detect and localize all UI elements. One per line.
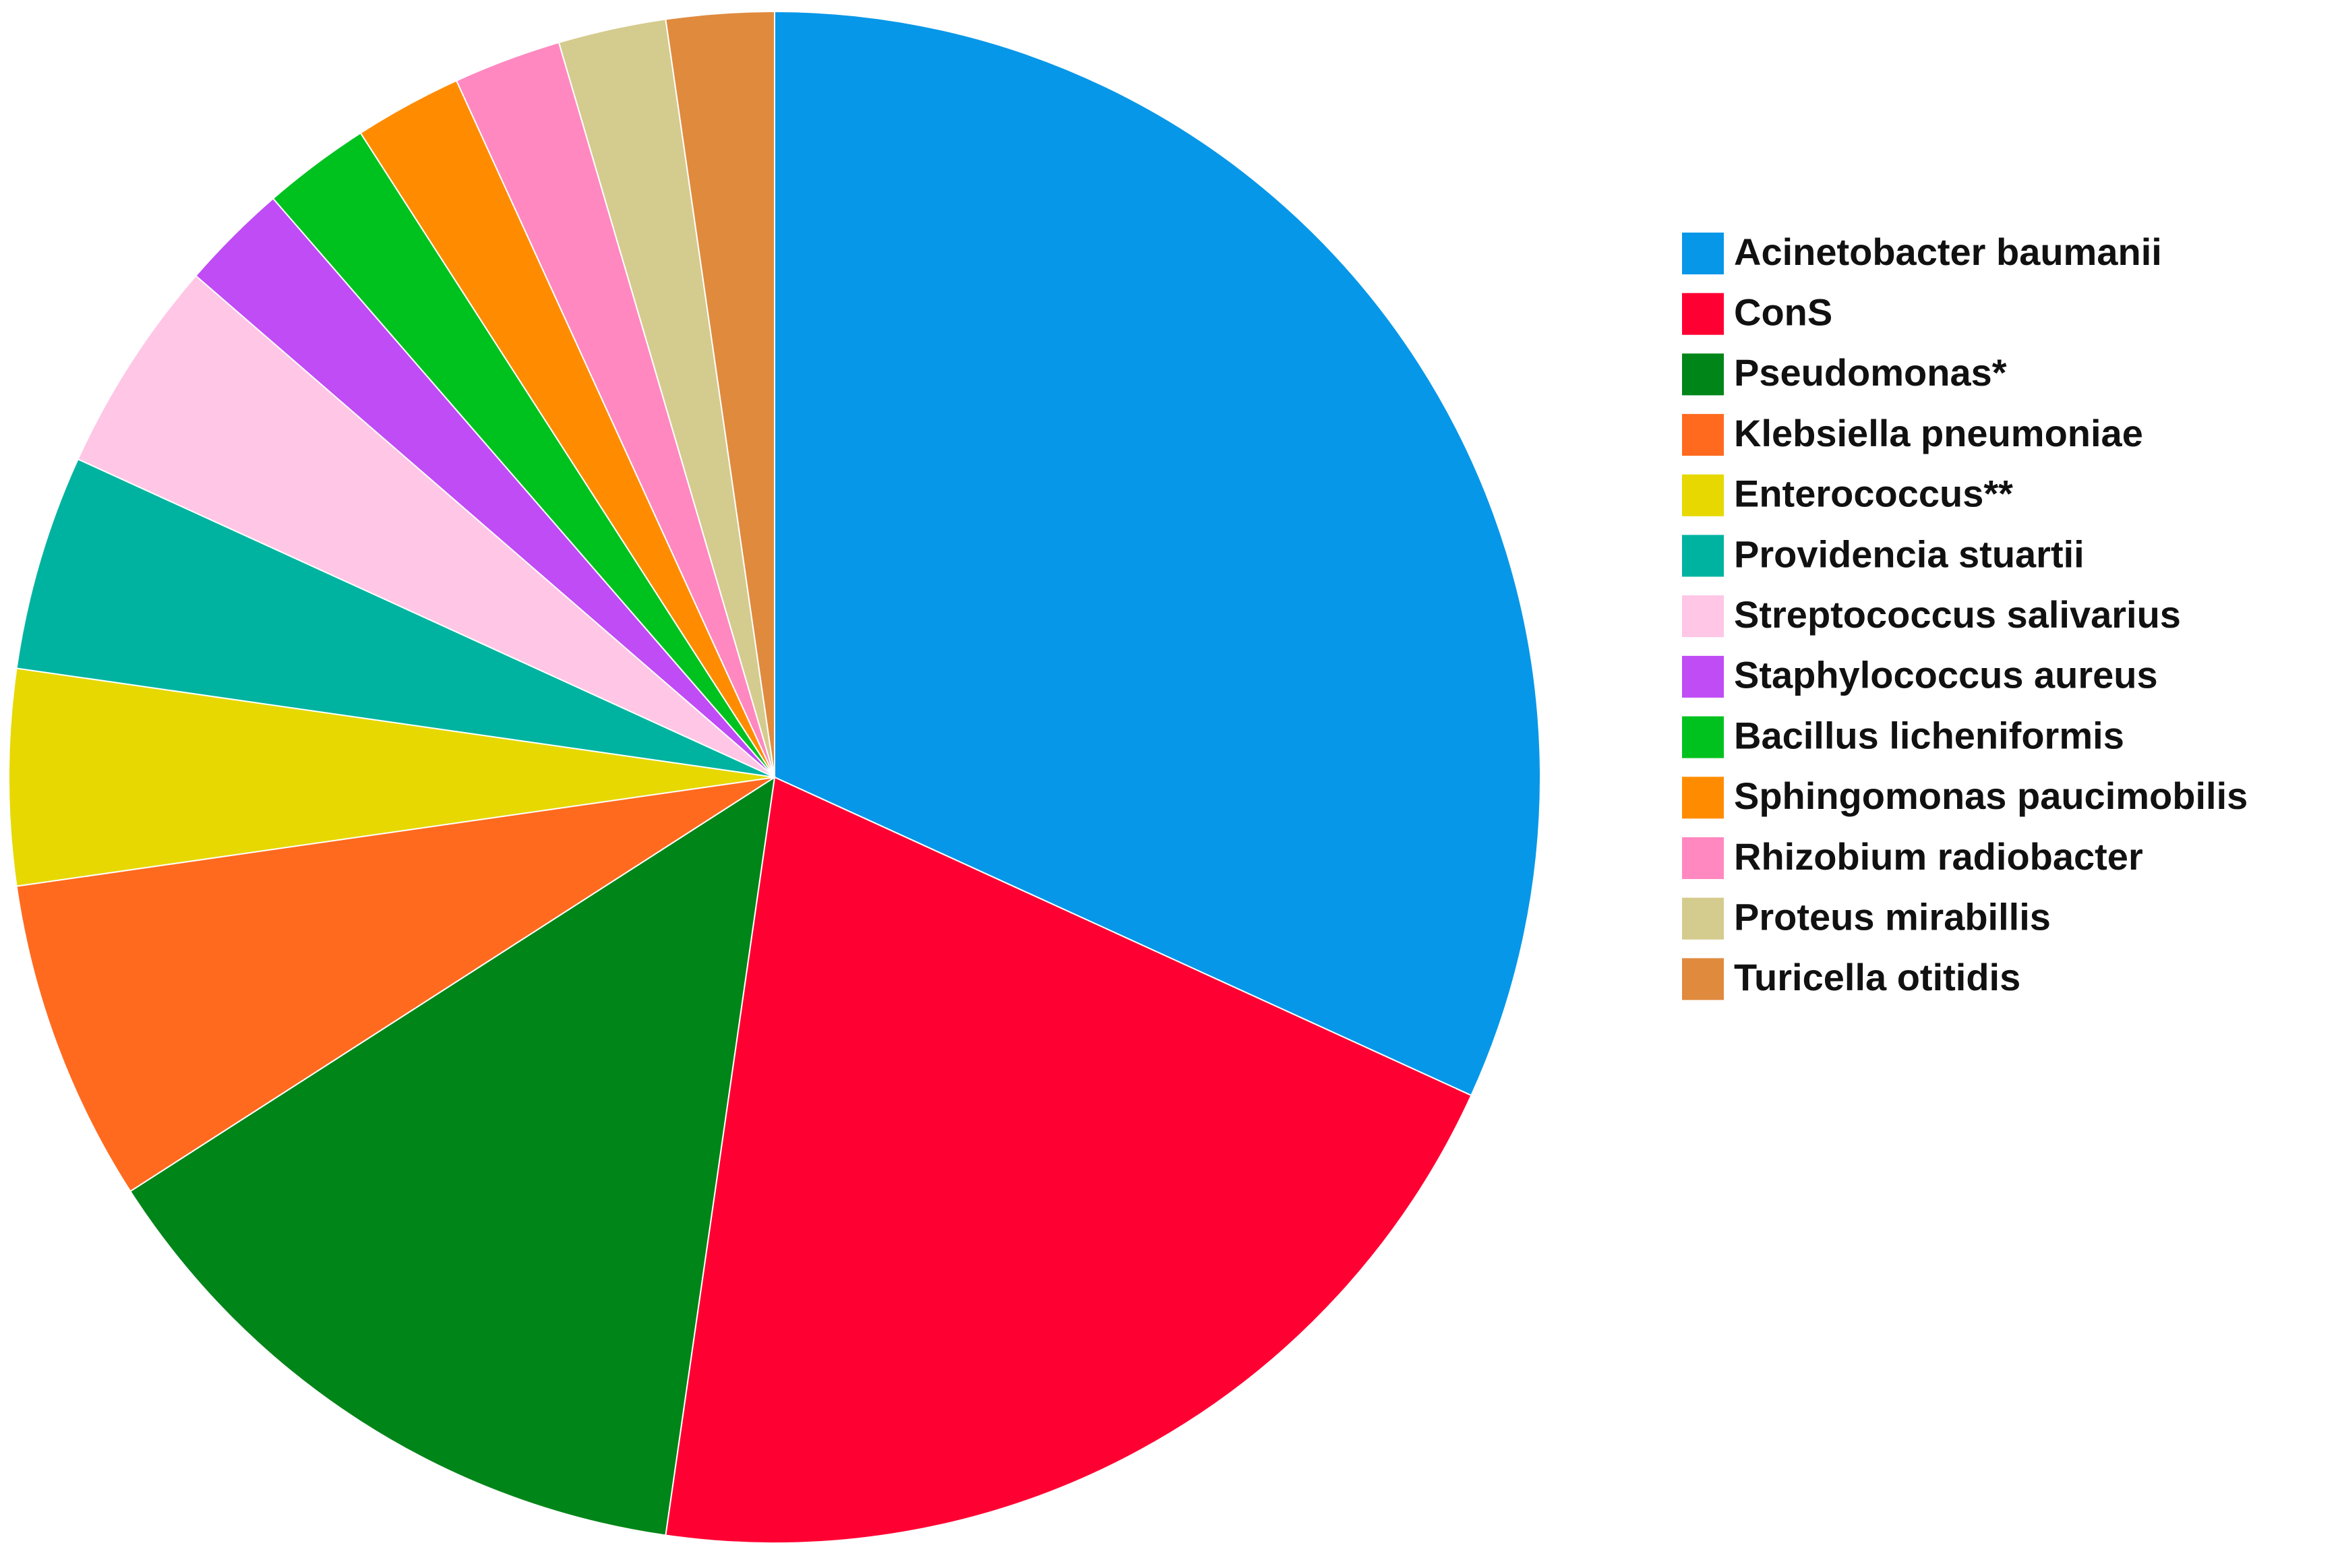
legend-label: Pseudomonas* xyxy=(1734,351,2007,394)
legend-label: Acinetobacter baumanii xyxy=(1734,231,2162,273)
legend-swatch xyxy=(1682,414,1724,456)
legend-swatch xyxy=(1682,837,1724,879)
legend-label: Proteus mirabillis xyxy=(1734,895,2051,938)
legend-swatch xyxy=(1682,777,1724,819)
legend-swatch xyxy=(1682,293,1724,335)
legend-label: Turicella otitidis xyxy=(1734,956,2020,998)
legend-swatch xyxy=(1682,595,1724,638)
legend-label: Sphingomonas paucimobilis xyxy=(1734,775,2248,817)
legend-swatch xyxy=(1682,655,1724,698)
pie-slice xyxy=(774,10,1541,1097)
legend-swatch xyxy=(1682,716,1724,758)
legend-swatch xyxy=(1682,233,1724,274)
legend-label: Providencia stuartii xyxy=(1734,533,2084,575)
pie-slice xyxy=(665,10,775,778)
pie-slice xyxy=(16,458,775,778)
legend-label: Enterococcus** xyxy=(1734,473,2013,515)
legend-label: Rhizobium radiobacter xyxy=(1734,835,2143,878)
pie-slice xyxy=(16,777,775,1193)
pie-slice xyxy=(7,667,775,887)
legend-swatch xyxy=(1682,353,1724,396)
legend-label: Bacillus licheniformis xyxy=(1734,714,2124,756)
legend-label: Klebsiella pneumoniae xyxy=(1734,412,2143,454)
legend-swatch xyxy=(1682,958,1724,1000)
pie-slice xyxy=(129,775,776,1536)
legend-label: ConS xyxy=(1734,291,1832,333)
pie-slice xyxy=(665,776,1472,1544)
legend-swatch xyxy=(1682,535,1724,577)
pie-slice xyxy=(77,274,775,778)
legend-swatch xyxy=(1682,897,1724,940)
legend-label: Staphylococcus aureus xyxy=(1734,654,2158,696)
legend-swatch xyxy=(1682,474,1724,516)
legend-label: Streptococcus salivarius xyxy=(1734,593,2181,636)
